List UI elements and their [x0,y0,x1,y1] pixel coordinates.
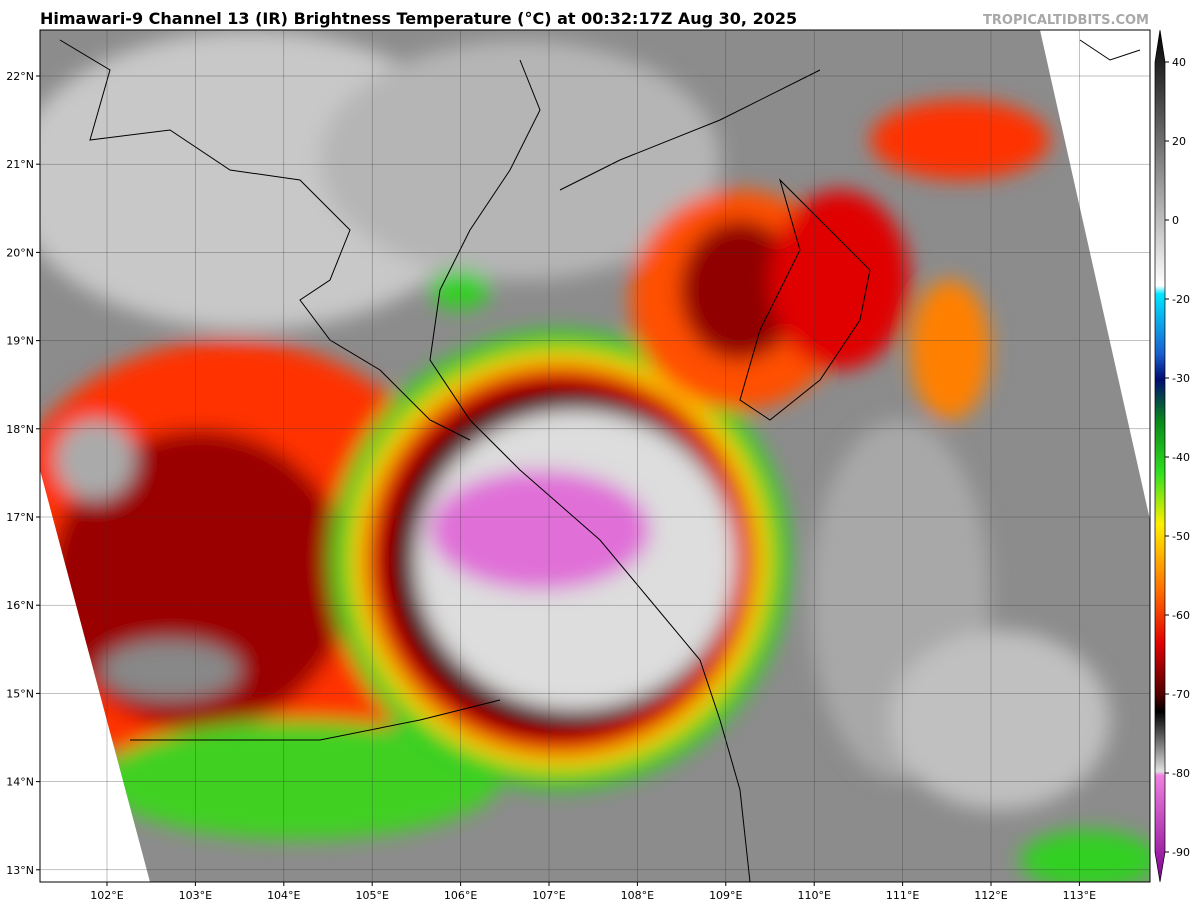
colorbar-label: -50 [1172,530,1190,543]
lat-label: 22°N [6,70,34,83]
watermark: TROPICALTIDBITS.COM [983,13,1149,28]
lon-label: 112°E [974,889,1007,902]
lon-label: 104°E [267,889,300,902]
imagery [40,30,1150,882]
lon-label: 109°E [709,889,742,902]
colorbar-label: -60 [1172,609,1190,622]
colorbar [1154,29,1166,883]
lon-label: 102°E [90,889,123,902]
lat-label: 13°N [6,864,34,877]
lon-label: 107°E [532,889,565,902]
lat-label: 14°N [6,776,34,789]
lon-label: 110°E [797,889,830,902]
title: Himawari-9 Channel 13 (IR) Brightness Te… [40,9,797,28]
lon-label: 113°E [1063,889,1096,902]
colorbar-label: -70 [1172,688,1190,701]
colorbar-label: -80 [1172,767,1190,780]
lon-label: 111°E [886,889,919,902]
lat-label: 17°N [6,511,34,524]
colorbar-label: -30 [1172,372,1190,385]
colorbar-label: -20 [1172,293,1190,306]
lat-label: 20°N [6,246,34,259]
colorbar-label: -40 [1172,451,1190,464]
colorbar-label: 20 [1172,135,1186,148]
lon-label: 106°E [444,889,477,902]
lat-label: 15°N [6,687,34,700]
lat-label: 18°N [6,423,34,436]
colorbar-label: -90 [1172,846,1190,859]
lon-label: 103°E [179,889,212,902]
lat-label: 16°N [6,599,34,612]
colorbar-label: 0 [1172,214,1179,227]
lon-label: 108°E [621,889,654,902]
lon-label: 105°E [355,889,388,902]
map-frame [39,29,1151,883]
colorbar-label: 40 [1172,56,1186,69]
lat-label: 21°N [6,158,34,171]
lat-label: 19°N [6,335,34,348]
